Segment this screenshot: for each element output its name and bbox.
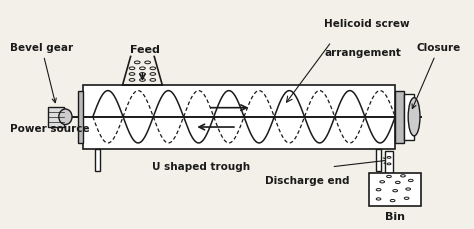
Text: U shaped trough: U shaped trough [152,162,250,172]
Text: arrangement: arrangement [324,49,401,58]
Bar [95,149,100,171]
Text: Feed: Feed [130,45,160,55]
Bar [404,94,414,139]
Text: Closure: Closure [412,43,461,109]
Bar [78,91,83,143]
Bar [48,106,64,127]
Text: Helicoid screw: Helicoid screw [324,19,410,29]
Ellipse shape [408,98,420,136]
Bar [369,172,421,206]
Text: Bevel gear: Bevel gear [10,43,73,103]
Bar [83,85,395,149]
Text: Bin: Bin [385,212,405,222]
Ellipse shape [59,109,72,125]
Bar [385,151,393,172]
Bar [376,149,381,171]
Text: Discharge end: Discharge end [265,176,350,186]
Text: Power source: Power source [10,124,90,134]
Bar [395,91,404,143]
